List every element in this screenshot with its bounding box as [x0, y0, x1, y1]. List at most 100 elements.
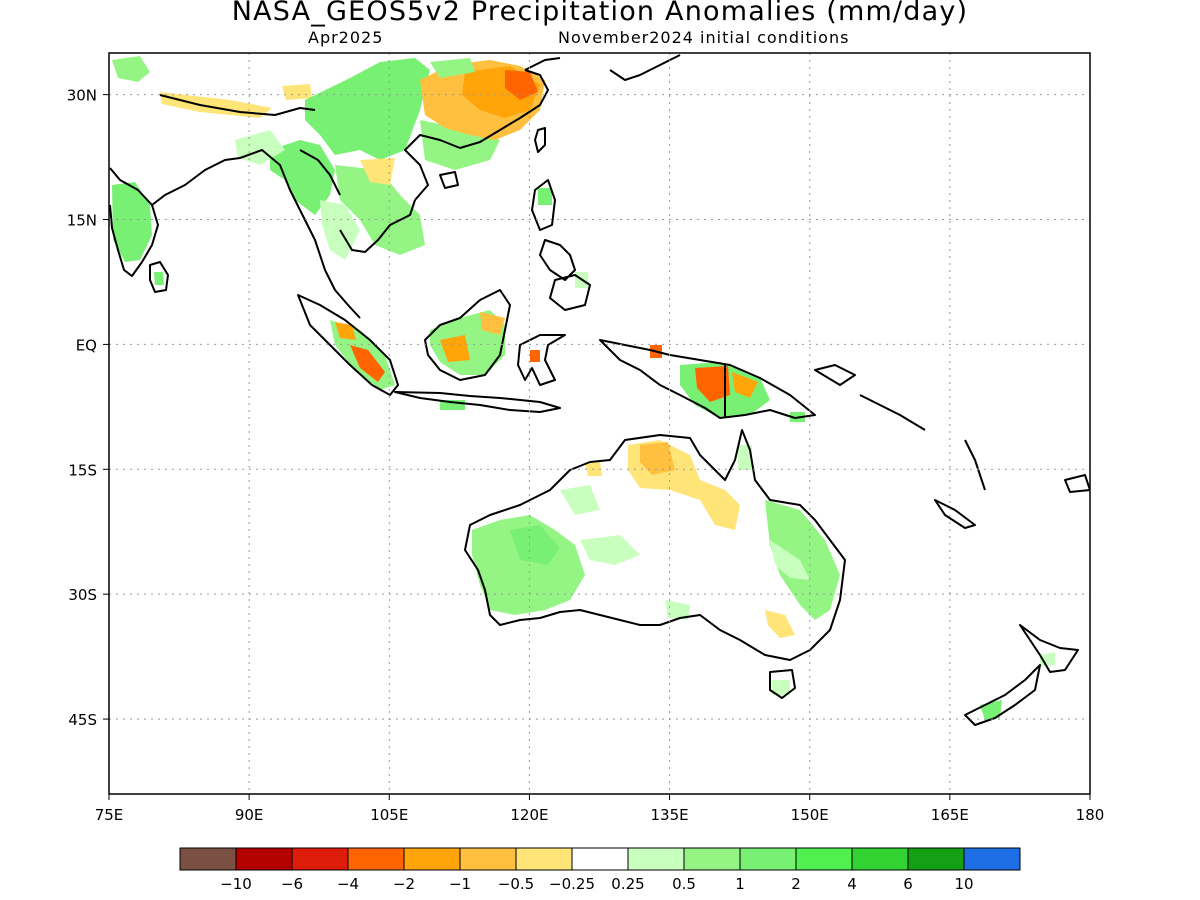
- coastline-india-east: [151, 157, 241, 206]
- colorbar-label: 2: [791, 875, 801, 893]
- colorbar-label: 1: [735, 875, 745, 893]
- anomaly-tibet-dry: [282, 84, 312, 100]
- coastline-new-britain: [814, 364, 856, 386]
- anomaly-aus-west-wet-core: [510, 525, 560, 565]
- anomaly-luzon-wet: [538, 188, 552, 205]
- map-title: NASA_GEOS5v2 Precipitation Anomalies (mm…: [231, 0, 969, 27]
- coastline-japan: [609, 54, 681, 81]
- anomaly-aus-sw-light: [665, 600, 690, 620]
- anomaly-png-south-wet: [728, 400, 750, 415]
- coastline-taiwan: [534, 127, 546, 153]
- anomaly-aus-north-dry-core: [640, 442, 675, 475]
- colorbar: [179, 847, 1021, 871]
- anomaly-tasmania-wet: [772, 680, 790, 695]
- coastline-tasmania: [769, 669, 796, 699]
- lat-tick-label: 30N: [67, 87, 97, 105]
- colorbar-swatch: [683, 847, 741, 871]
- colorbar-swatch: [627, 847, 685, 871]
- anomaly-indochina-wet: [335, 165, 425, 255]
- colorbar-label: −10: [220, 875, 252, 893]
- map-frame: [108, 52, 1091, 795]
- anomaly-png-dry-east: [732, 372, 758, 398]
- anomaly-south-china-wet: [420, 120, 500, 170]
- colorbar-swatch: [515, 847, 573, 871]
- colorbar-label: −0.25: [549, 875, 595, 893]
- coastline-fiji: [1064, 474, 1090, 493]
- colorbar-swatch: [739, 847, 797, 871]
- lon-tick-label: 120E: [510, 806, 548, 824]
- anomaly-aus-north-wet: [560, 485, 600, 515]
- forecast-month: Apr2025: [308, 28, 384, 47]
- colorbar-swatch: [907, 847, 965, 871]
- coastline-south-china: [459, 69, 549, 149]
- coastline-mindanao: [549, 274, 591, 311]
- colorbar-swatch: [403, 847, 461, 871]
- lat-tick-label: 15N: [67, 212, 97, 230]
- colorbar-swatch: [851, 847, 909, 871]
- coastline-luzon: [531, 179, 556, 231]
- anomaly-vietnam-dry: [360, 158, 395, 185]
- anomaly-sri-lanka: [154, 272, 164, 285]
- initial-conditions-label: November2024 initial conditions: [558, 28, 850, 47]
- anomaly-aus-east-wet: [765, 500, 840, 620]
- coastline-java: [394, 391, 561, 413]
- colorbar-label: 6: [903, 875, 913, 893]
- coastline-nz-north: [1019, 624, 1079, 673]
- colorbar-label: −0.5: [498, 875, 534, 893]
- anomaly-china-west-wet: [305, 58, 430, 160]
- colorbar-swatch: [795, 847, 853, 871]
- colorbar-swatch: [291, 847, 349, 871]
- anomaly-india-north: [112, 56, 150, 82]
- map-gridlines: [109, 53, 1090, 794]
- coastline-australia: [464, 429, 846, 661]
- lat-tick-label: 30S: [68, 586, 97, 604]
- colorbar-swatch: [179, 847, 237, 871]
- coastline-hainan: [439, 171, 459, 189]
- coastline-bay-of-bengal: [239, 149, 301, 211]
- anomaly-sulawesi-dry: [530, 350, 540, 362]
- anomaly-png-dry: [695, 366, 730, 402]
- anomaly-india-west: [112, 182, 152, 262]
- lon-tick-label: 75E: [95, 806, 124, 824]
- border-myanmar: [299, 149, 341, 196]
- coastline-korea: [524, 57, 561, 71]
- coastline-sulawesi: [517, 334, 566, 386]
- coastline-borneo: [424, 289, 511, 381]
- coastline-thailand: [339, 199, 416, 253]
- lon-tick-label: 105E: [370, 806, 408, 824]
- lon-tick-label: 90E: [235, 806, 264, 824]
- colorbar-label: −4: [337, 875, 359, 893]
- colorbar-swatch: [459, 847, 517, 871]
- anomaly-aus-west-wet: [472, 515, 585, 615]
- lat-tick-label: EQ: [76, 336, 97, 354]
- coastline-nz-south: [964, 664, 1041, 726]
- coastline-sri-lanka: [149, 261, 169, 293]
- anomaly-sumatra-dry: [350, 345, 385, 382]
- colorbar-label: −6: [281, 875, 303, 893]
- colorbar-swatch: [347, 847, 405, 871]
- colorbar-label: 10: [954, 875, 973, 893]
- latitude-axis: 30N 15N EQ 15S 30S 45S: [67, 87, 109, 729]
- anomaly-north-china-wet: [430, 58, 475, 78]
- colorbar-swatch: [235, 847, 293, 871]
- lon-tick-label: 150E: [791, 806, 829, 824]
- anomaly-yellow-sea-dry: [505, 70, 538, 100]
- border-china-india: [159, 94, 316, 116]
- lon-tick-label: 165E: [931, 806, 969, 824]
- anomaly-aus-central-wet: [580, 535, 640, 565]
- coastline-vanuatu: [964, 439, 986, 491]
- colorbar-label: −2: [393, 875, 415, 893]
- longitude-axis: 75E 90E 105E 120E 135E 150E 165E 180: [95, 794, 1104, 824]
- anomaly-aus-east-wet-light: [770, 540, 810, 580]
- coastline-visayas: [539, 239, 576, 281]
- lat-tick-label: 15S: [68, 461, 97, 479]
- anomaly-borneo-dry-ne: [480, 312, 505, 335]
- colorbar-label: 0.5: [672, 875, 696, 893]
- colorbar-labels: −10 −6 −4 −2 −1 −0.5 −0.25 0.25 0.5 1 2 4 6 10: [220, 875, 973, 893]
- colorbar-swatch: [571, 847, 629, 871]
- coastline-vietnam: [404, 134, 461, 201]
- colorbar-label: 4: [847, 875, 857, 893]
- anomaly-myanmar-wet: [270, 140, 335, 215]
- coastline-malay-peninsula: [299, 209, 361, 319]
